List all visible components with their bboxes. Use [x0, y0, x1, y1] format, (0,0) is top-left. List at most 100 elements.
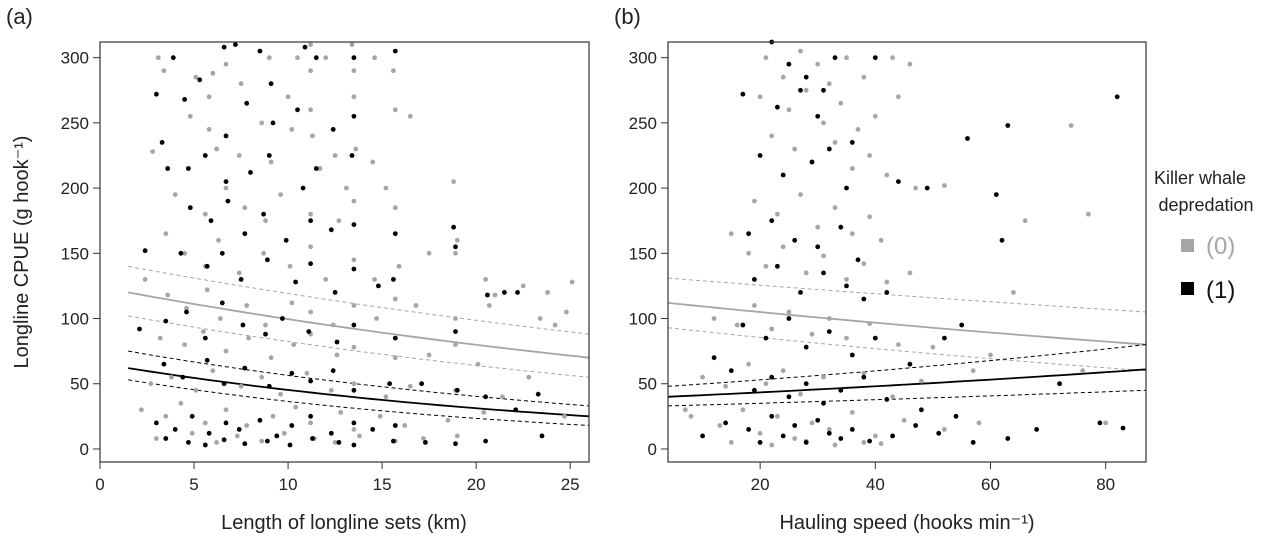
- y-tick-label-b-0: 0: [648, 440, 657, 459]
- legend-title-line1: Killer whale: [1154, 168, 1246, 188]
- point-a-s1-72: [242, 365, 248, 371]
- point-a-s0-85: [552, 322, 558, 328]
- point-a-s0-126: [351, 427, 357, 432]
- point-b-s1-50: [786, 394, 792, 400]
- y-tick-label-a-3: 150: [61, 244, 89, 263]
- point-a-s0-87: [157, 335, 163, 341]
- point-a-s1-33: [283, 237, 289, 243]
- point-a-s0-101: [526, 374, 532, 380]
- point-b-s1-10: [815, 113, 821, 119]
- point-b-s0-80: [826, 427, 832, 432]
- panel-b: (b) 20 40 60 80 0 50 100 150 200 250 300 Hauling …: [614, 4, 1147, 534]
- point-a-s1-54: [515, 290, 520, 295]
- point-b-s1-8: [775, 104, 780, 110]
- point-b-s1-27: [855, 257, 861, 263]
- point-a-s1-99: [186, 440, 191, 445]
- point-a-s1-78: [387, 381, 392, 387]
- point-b-s0-83: [901, 417, 907, 423]
- point-a-s1-24: [300, 185, 306, 191]
- point-a-s1-84: [154, 420, 159, 426]
- point-a-s0-73: [244, 303, 250, 308]
- point-b-s0-74: [717, 423, 723, 428]
- ci-upper-line-a-0: [128, 265, 590, 335]
- point-b-s0-5: [844, 55, 849, 61]
- point-b-s0-89: [769, 442, 775, 448]
- point-a-s1-65: [351, 322, 357, 328]
- point-a-s0-41: [263, 218, 268, 224]
- point-b-s0-63: [723, 383, 728, 389]
- point-a-s0-4: [210, 70, 216, 76]
- point-b-s1-24: [792, 237, 798, 243]
- point-a-s1-96: [370, 427, 376, 432]
- point-a-s1-43: [238, 277, 244, 282]
- point-a-s0-5: [223, 61, 229, 67]
- point-a-s0-67: [569, 279, 575, 285]
- point-b-s1-29: [752, 277, 757, 282]
- point-b-s0-82: [872, 433, 878, 439]
- point-a-s1-90: [257, 417, 263, 423]
- point-b-s0-66: [780, 368, 786, 374]
- point-a-s1-89: [236, 427, 242, 432]
- point-b-s1-2: [803, 74, 809, 80]
- point-b-s0-14: [855, 126, 861, 132]
- point-b-s0-76: [757, 430, 763, 436]
- point-b-s1-79: [1120, 425, 1126, 431]
- point-b-s0-61: [1080, 368, 1086, 374]
- point-b-s0-60: [988, 352, 993, 358]
- point-a-s0-104: [193, 387, 199, 393]
- point-a-s1-109: [423, 440, 428, 445]
- point-b-s0-92: [861, 440, 867, 445]
- point-b-s1-6: [1114, 94, 1120, 100]
- point-b-s0-21: [849, 166, 855, 171]
- point-b-s0-26: [1022, 218, 1028, 224]
- point-a-s0-19: [353, 146, 359, 152]
- panel-a-y-ticks: 0 50 100 150 200 250 300: [61, 49, 100, 459]
- point-b-s0-35: [867, 214, 872, 220]
- point-a-s1-104: [287, 442, 293, 448]
- point-b-s0-23: [884, 172, 890, 178]
- point-a-s0-13: [308, 107, 313, 113]
- point-b-s1-71: [867, 438, 872, 444]
- point-a-s0-37: [172, 192, 178, 198]
- legend-swatch-0: [1181, 239, 1194, 252]
- point-b-s1-4: [832, 55, 838, 61]
- point-b-s0-45: [884, 279, 890, 285]
- fit-line-a-0: [128, 291, 590, 359]
- point-b-s0-25: [942, 183, 947, 188]
- point-a-s0-25: [206, 126, 212, 132]
- point-b-s1-1: [786, 61, 792, 67]
- point-a-s0-45: [351, 198, 357, 204]
- point-a-s0-57: [323, 277, 329, 282]
- point-a-s1-70: [204, 357, 210, 363]
- point-a-s0-42: [278, 192, 283, 198]
- point-b-s0-4: [826, 81, 832, 87]
- point-b-s1-76: [1005, 436, 1011, 441]
- point-b-s0-18: [792, 146, 798, 152]
- point-b-s1-38: [763, 335, 769, 341]
- point-b-s1-46: [959, 322, 965, 328]
- point-b-s1-17: [896, 179, 901, 185]
- point-a-s0-92: [268, 355, 274, 361]
- panel-b-points: [682, 39, 1126, 448]
- point-a-s0-128: [402, 423, 408, 428]
- point-b-s1-37: [740, 322, 746, 328]
- point-a-s1-34: [308, 218, 313, 224]
- point-a-s1-37: [392, 231, 398, 237]
- point-b-s0-79: [809, 420, 815, 426]
- point-a-s0-86: [564, 309, 569, 315]
- point-b-s1-70: [849, 427, 855, 432]
- point-a-s1-87: [206, 430, 212, 436]
- point-b-s1-36: [711, 355, 717, 361]
- point-b-s0-88: [728, 440, 734, 445]
- point-a-s0-109: [304, 370, 310, 376]
- y-tick-label-a-2: 100: [61, 310, 89, 329]
- point-a-s0-69: [165, 292, 171, 298]
- point-b-s0-48: [711, 316, 717, 321]
- point-b-s0-8: [907, 61, 913, 67]
- point-b-s1-65: [792, 423, 798, 428]
- point-a-s1-95: [351, 420, 357, 426]
- point-a-s1-86: [189, 413, 195, 419]
- point-b-s0-49: [734, 322, 740, 328]
- point-b-s1-14: [809, 159, 815, 165]
